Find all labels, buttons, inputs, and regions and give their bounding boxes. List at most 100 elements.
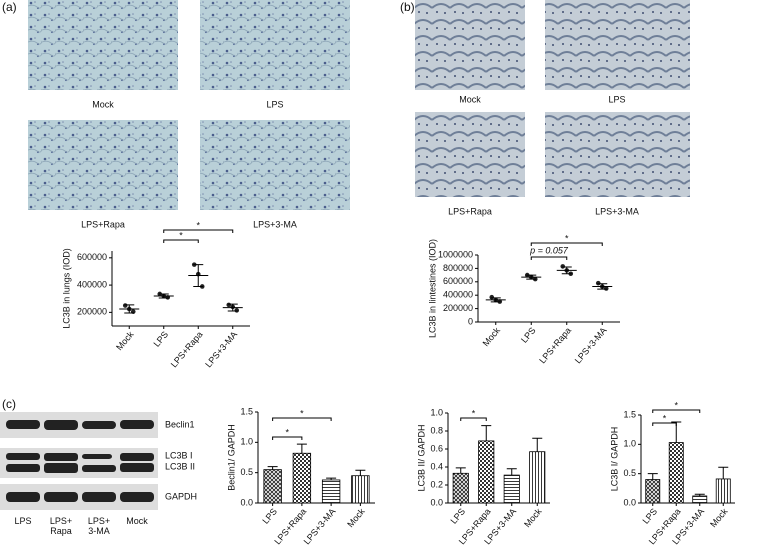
error-bar	[647, 473, 658, 480]
bar	[478, 440, 495, 504]
image-caption: LPS	[266, 99, 283, 109]
micrograph	[545, 0, 690, 90]
bar	[645, 479, 661, 504]
error-bar	[561, 266, 572, 275]
error-bar	[597, 283, 608, 290]
micrograph	[28, 120, 178, 210]
data-point	[234, 308, 240, 313]
panel-label: (a)	[2, 0, 17, 14]
significance-bracket	[530, 242, 603, 246]
blot-lane-label: LPS+ 3-MA	[88, 516, 110, 536]
x-tick-label: LPS+Rapa	[537, 325, 573, 365]
significance-label: *	[179, 230, 183, 240]
image-caption: Mock	[459, 94, 481, 104]
micrograph	[415, 0, 525, 90]
y-tick-label: 0.0	[240, 497, 253, 507]
significance-label: *	[663, 413, 667, 423]
image-caption: LPS	[608, 94, 625, 104]
y-tick-label: 1.0	[240, 437, 253, 447]
significance-label: *	[674, 400, 678, 410]
x-tick-label: Mock	[522, 506, 544, 529]
x-tick-label: LPS+3-MA	[203, 329, 239, 369]
significance-bracket	[652, 409, 701, 413]
error-bar	[193, 264, 204, 287]
y-tick-label: 1000000	[438, 249, 473, 259]
x-tick-label: LPS+Rapa	[169, 329, 205, 369]
image-caption: Mock	[92, 99, 114, 109]
blot-lane-label: Mock	[126, 516, 148, 526]
bar	[321, 479, 341, 504]
y-tick-label: 0.8	[430, 425, 443, 435]
bar	[692, 495, 708, 504]
y-tick-label: 400000	[77, 279, 107, 289]
x-tick-label: LPS	[152, 329, 171, 348]
error-bar	[326, 477, 337, 480]
micrographs-a	[28, 0, 350, 210]
significance-label: p = 0.057	[529, 245, 569, 255]
micrograph	[200, 120, 350, 210]
bar	[715, 478, 731, 504]
panel-label: (c)	[2, 397, 16, 411]
blot-band-label: GAPDH	[165, 491, 197, 501]
data-point	[489, 294, 495, 300]
significance-bracket	[272, 417, 332, 421]
y-tick-label: 1.5	[623, 409, 636, 419]
y-tick-label: 800000	[443, 263, 473, 273]
data-point	[122, 303, 128, 308]
significance-bracket	[163, 229, 234, 233]
bar	[351, 475, 370, 504]
significance-bracket	[652, 422, 677, 426]
y-tick-label: 200000	[443, 303, 473, 313]
x-tick-label: Mock	[345, 506, 367, 529]
bar	[452, 472, 469, 504]
significance-bracket	[460, 417, 487, 421]
error-bar	[718, 466, 729, 479]
y-tick-label: 0.6	[430, 443, 443, 453]
y-tick-label: 1.0	[430, 407, 443, 417]
image-caption: LPS+3-MA	[595, 206, 639, 216]
y-tick-label: 0	[468, 316, 473, 326]
y-tick-label: 600000	[443, 276, 473, 286]
error-bar	[296, 443, 307, 454]
x-tick-label: Mock	[708, 506, 730, 529]
error-bar	[481, 425, 492, 441]
y-tick-label: 600000	[77, 252, 107, 262]
error-bar	[227, 303, 238, 312]
data-point	[226, 302, 232, 308]
y-tick-label: 1.0	[623, 439, 636, 449]
micrograph	[200, 0, 350, 90]
data-point	[595, 280, 601, 286]
bar	[668, 442, 684, 504]
bar	[263, 469, 282, 504]
error-bar	[267, 466, 278, 470]
image-caption: LPS+Rapa	[448, 206, 492, 216]
significance-label: *	[196, 220, 200, 230]
y-axis-title: LC3B II/ GAPDH	[416, 424, 426, 491]
y-tick-label: 0.2	[430, 479, 443, 489]
error-bar	[355, 469, 366, 476]
y-axis-title: LC3B I/ GAPDH	[609, 427, 619, 492]
error-bar	[124, 304, 135, 314]
data-point	[560, 264, 566, 269]
blot-lane-label: LPS+ Rapa	[50, 516, 72, 536]
x-tick-label: LPS	[641, 506, 660, 525]
blot-band-label: LC3B II	[165, 461, 195, 471]
x-tick-label: LPS	[260, 506, 279, 525]
x-tick-label: Mock	[114, 329, 136, 352]
error-bar	[532, 437, 543, 452]
bar	[503, 474, 520, 504]
error-bar	[158, 293, 169, 299]
x-tick-label: LPS	[449, 506, 468, 525]
y-tick-label: 0.0	[430, 497, 443, 507]
blot-band-label: LC3B I	[165, 450, 193, 460]
x-tick-label: LPS	[519, 325, 538, 344]
y-tick-label: 0.0	[623, 497, 636, 507]
error-bar	[455, 467, 466, 474]
error-bar	[506, 468, 517, 476]
image-caption: LPS+Rapa	[81, 219, 125, 229]
bar	[529, 451, 546, 504]
significance-bracket	[530, 256, 568, 260]
significance-label: *	[300, 408, 304, 418]
western-blot	[0, 412, 158, 510]
